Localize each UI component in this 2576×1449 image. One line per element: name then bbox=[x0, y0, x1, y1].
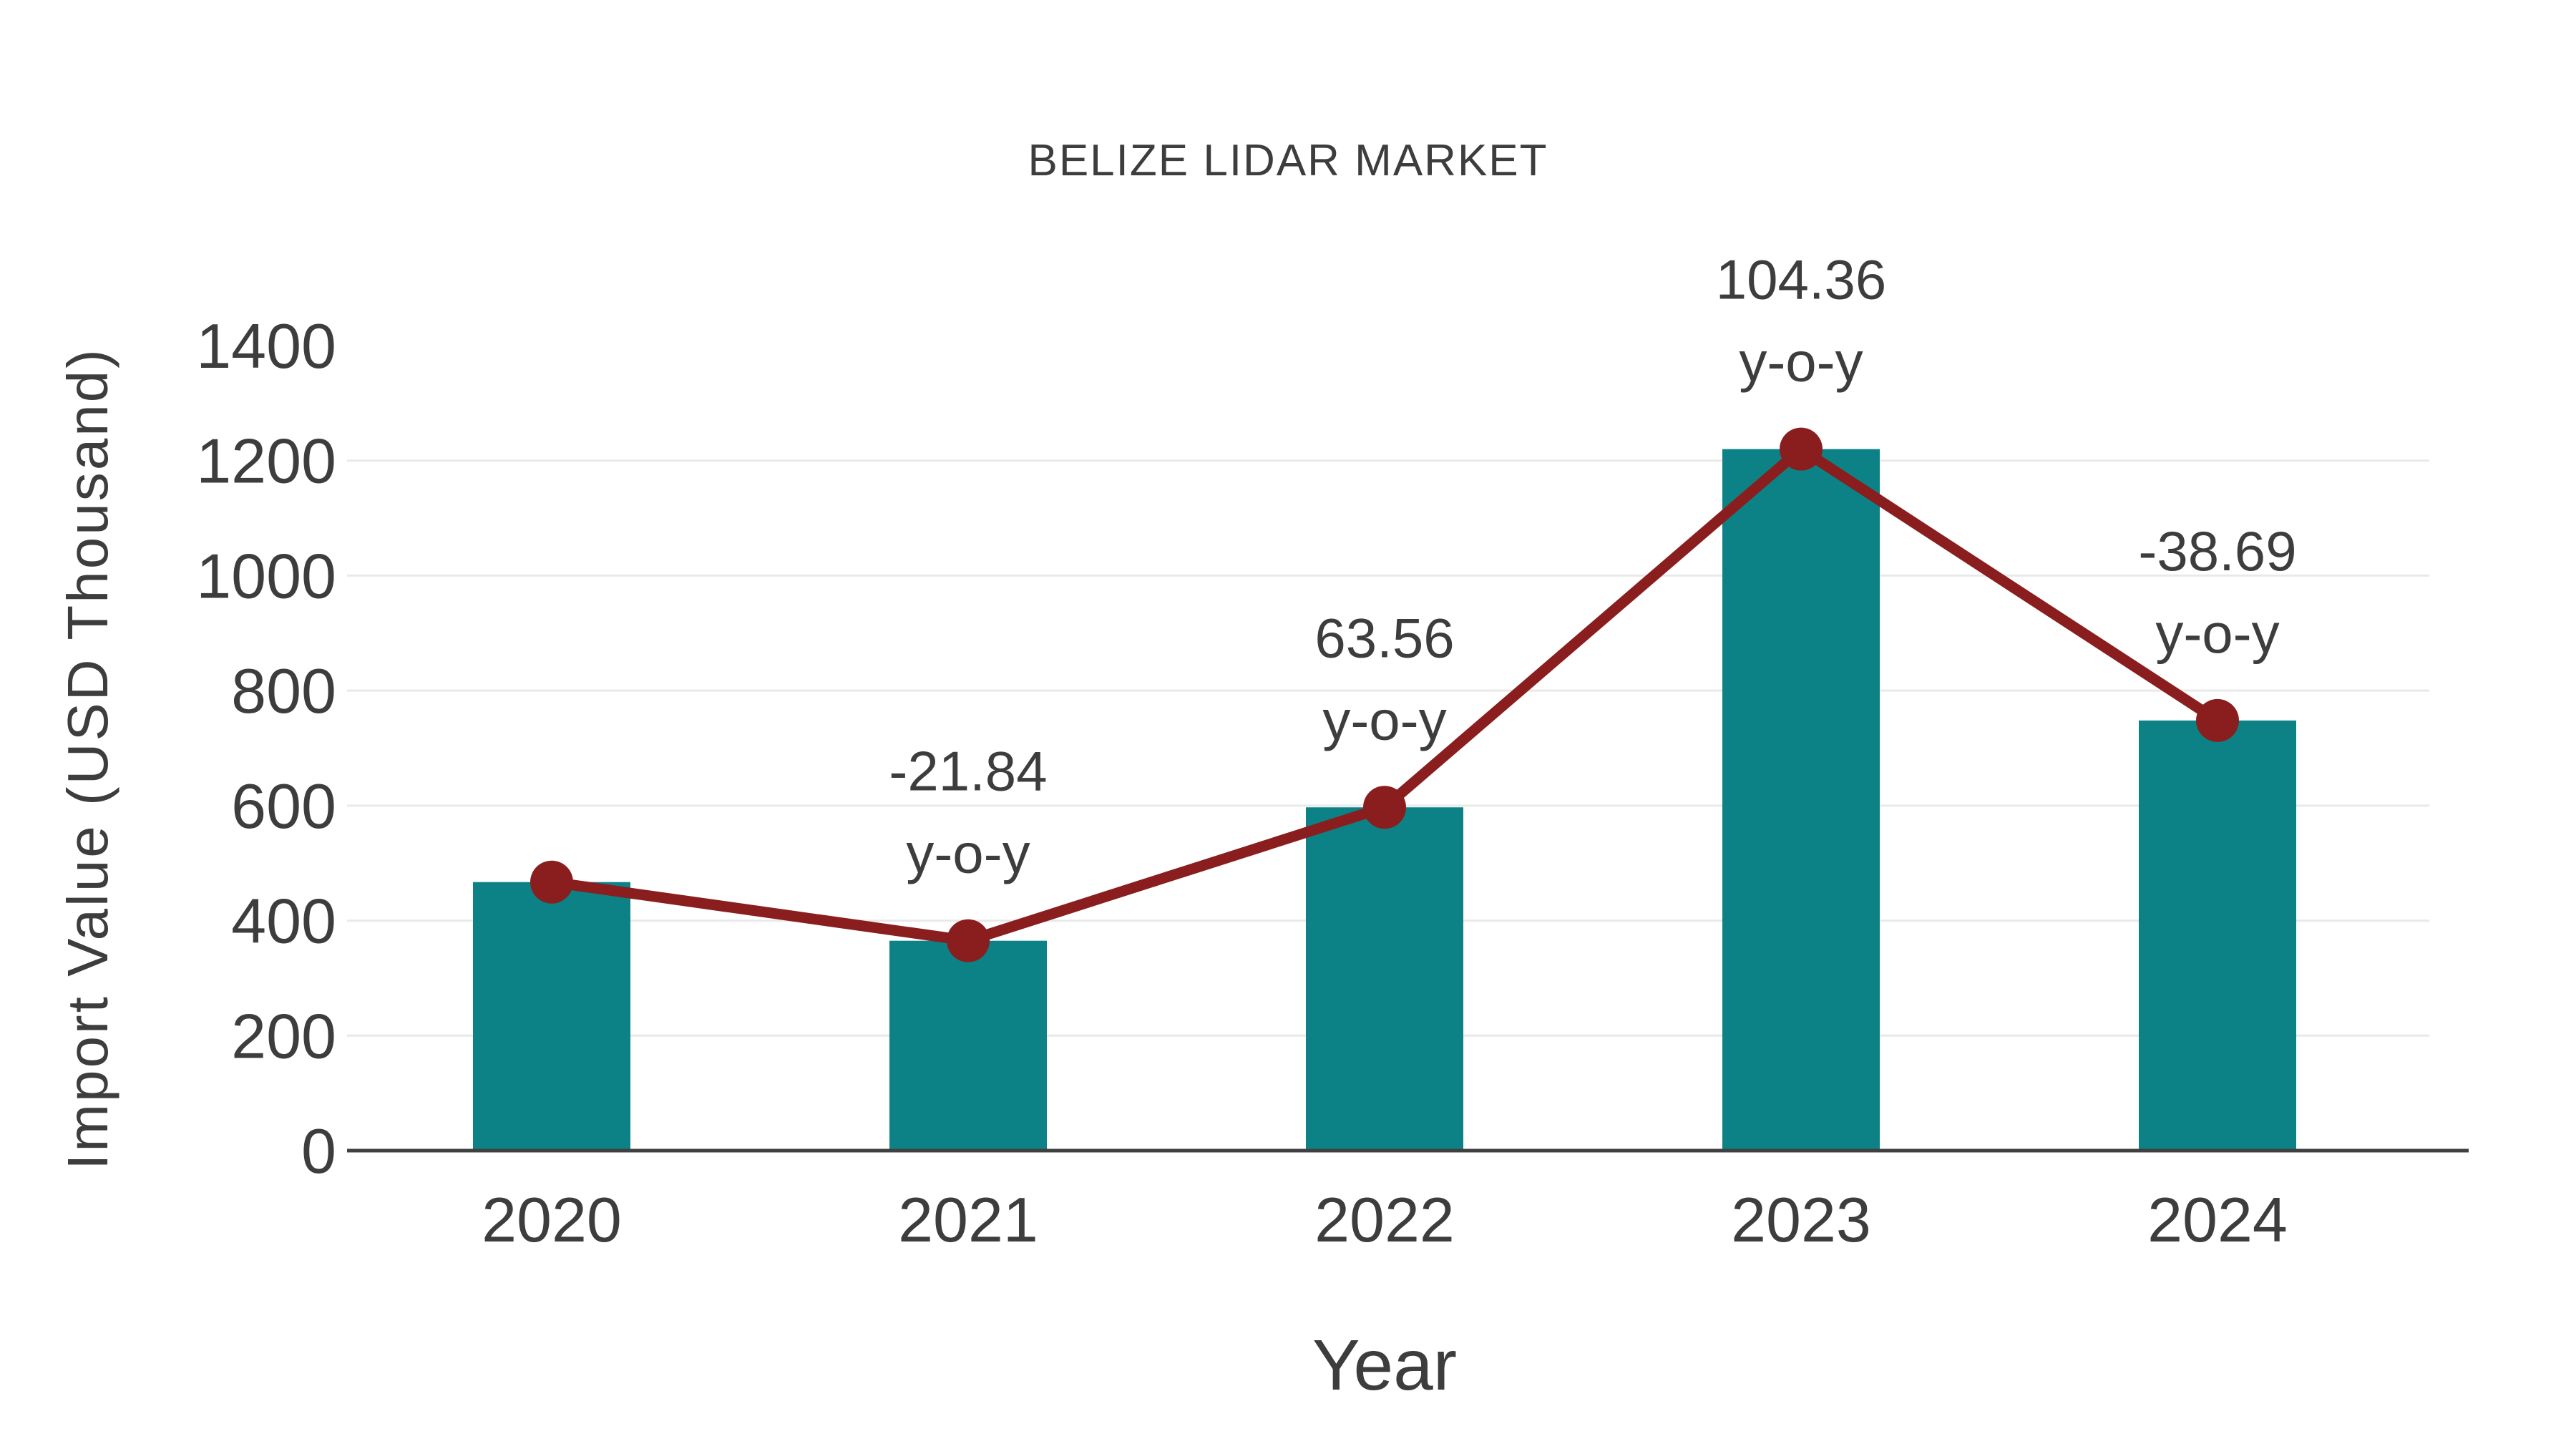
y-tick-0: 0 bbox=[301, 1116, 336, 1186]
annotation-unit-2024: y-o-y bbox=[2155, 602, 2279, 665]
y-tick-1000: 1000 bbox=[196, 540, 336, 611]
data-points bbox=[530, 427, 2239, 962]
y-tick-200: 200 bbox=[231, 1000, 336, 1071]
data-point-2021 bbox=[947, 919, 990, 962]
y-tick-400: 400 bbox=[231, 886, 336, 957]
annotation-value-2021: -21.84 bbox=[889, 740, 1047, 803]
yoy-annotations: -21.84 y-o-y 63.56 y-o-y 104.36 y-o-y -38.69 y-… bbox=[889, 248, 2296, 885]
annotation-unit-2023: y-o-y bbox=[1739, 331, 1863, 394]
x-axis-title: Year bbox=[1312, 1325, 1457, 1405]
annotation-value-2024: -38.69 bbox=[2138, 519, 2296, 582]
bar-2020 bbox=[473, 882, 630, 1151]
bar-2021 bbox=[889, 940, 1047, 1151]
annotation-unit-2021: y-o-y bbox=[906, 822, 1030, 885]
annotation-value-2023: 104.36 bbox=[1716, 248, 1887, 311]
chart-title: BELIZE LIDAR MARKET bbox=[1028, 136, 1548, 185]
x-tick-2020: 2020 bbox=[482, 1184, 622, 1255]
y-tick-800: 800 bbox=[231, 655, 336, 726]
bar-2024 bbox=[2139, 720, 2296, 1151]
y-tick-600: 600 bbox=[231, 771, 336, 841]
bar-2023 bbox=[1722, 449, 1880, 1151]
x-tick-2022: 2022 bbox=[1314, 1184, 1455, 1255]
bar-2022 bbox=[1306, 807, 1463, 1151]
x-tick-2023: 2023 bbox=[1731, 1184, 1871, 1255]
y-tick-1400: 1400 bbox=[196, 311, 336, 381]
y-tick-1200: 1200 bbox=[196, 426, 336, 497]
data-point-2020 bbox=[530, 860, 573, 904]
annotation-value-2022: 63.56 bbox=[1314, 606, 1454, 669]
y-axis-title: Import Value (USD Thousand) bbox=[56, 347, 119, 1170]
x-tick-2024: 2024 bbox=[2147, 1184, 2288, 1255]
data-point-2023 bbox=[1780, 427, 1823, 471]
x-tick-2021: 2021 bbox=[898, 1184, 1038, 1255]
bars bbox=[473, 449, 2296, 1151]
y-axis-tick-labels: 0 200 400 600 800 1000 1200 1400 bbox=[196, 311, 336, 1186]
x-axis-tick-labels: 2020 2021 2022 2023 2024 bbox=[482, 1184, 2288, 1255]
annotation-unit-2022: y-o-y bbox=[1322, 688, 1446, 751]
data-point-2022 bbox=[1363, 786, 1406, 829]
data-point-2024 bbox=[2196, 698, 2239, 742]
